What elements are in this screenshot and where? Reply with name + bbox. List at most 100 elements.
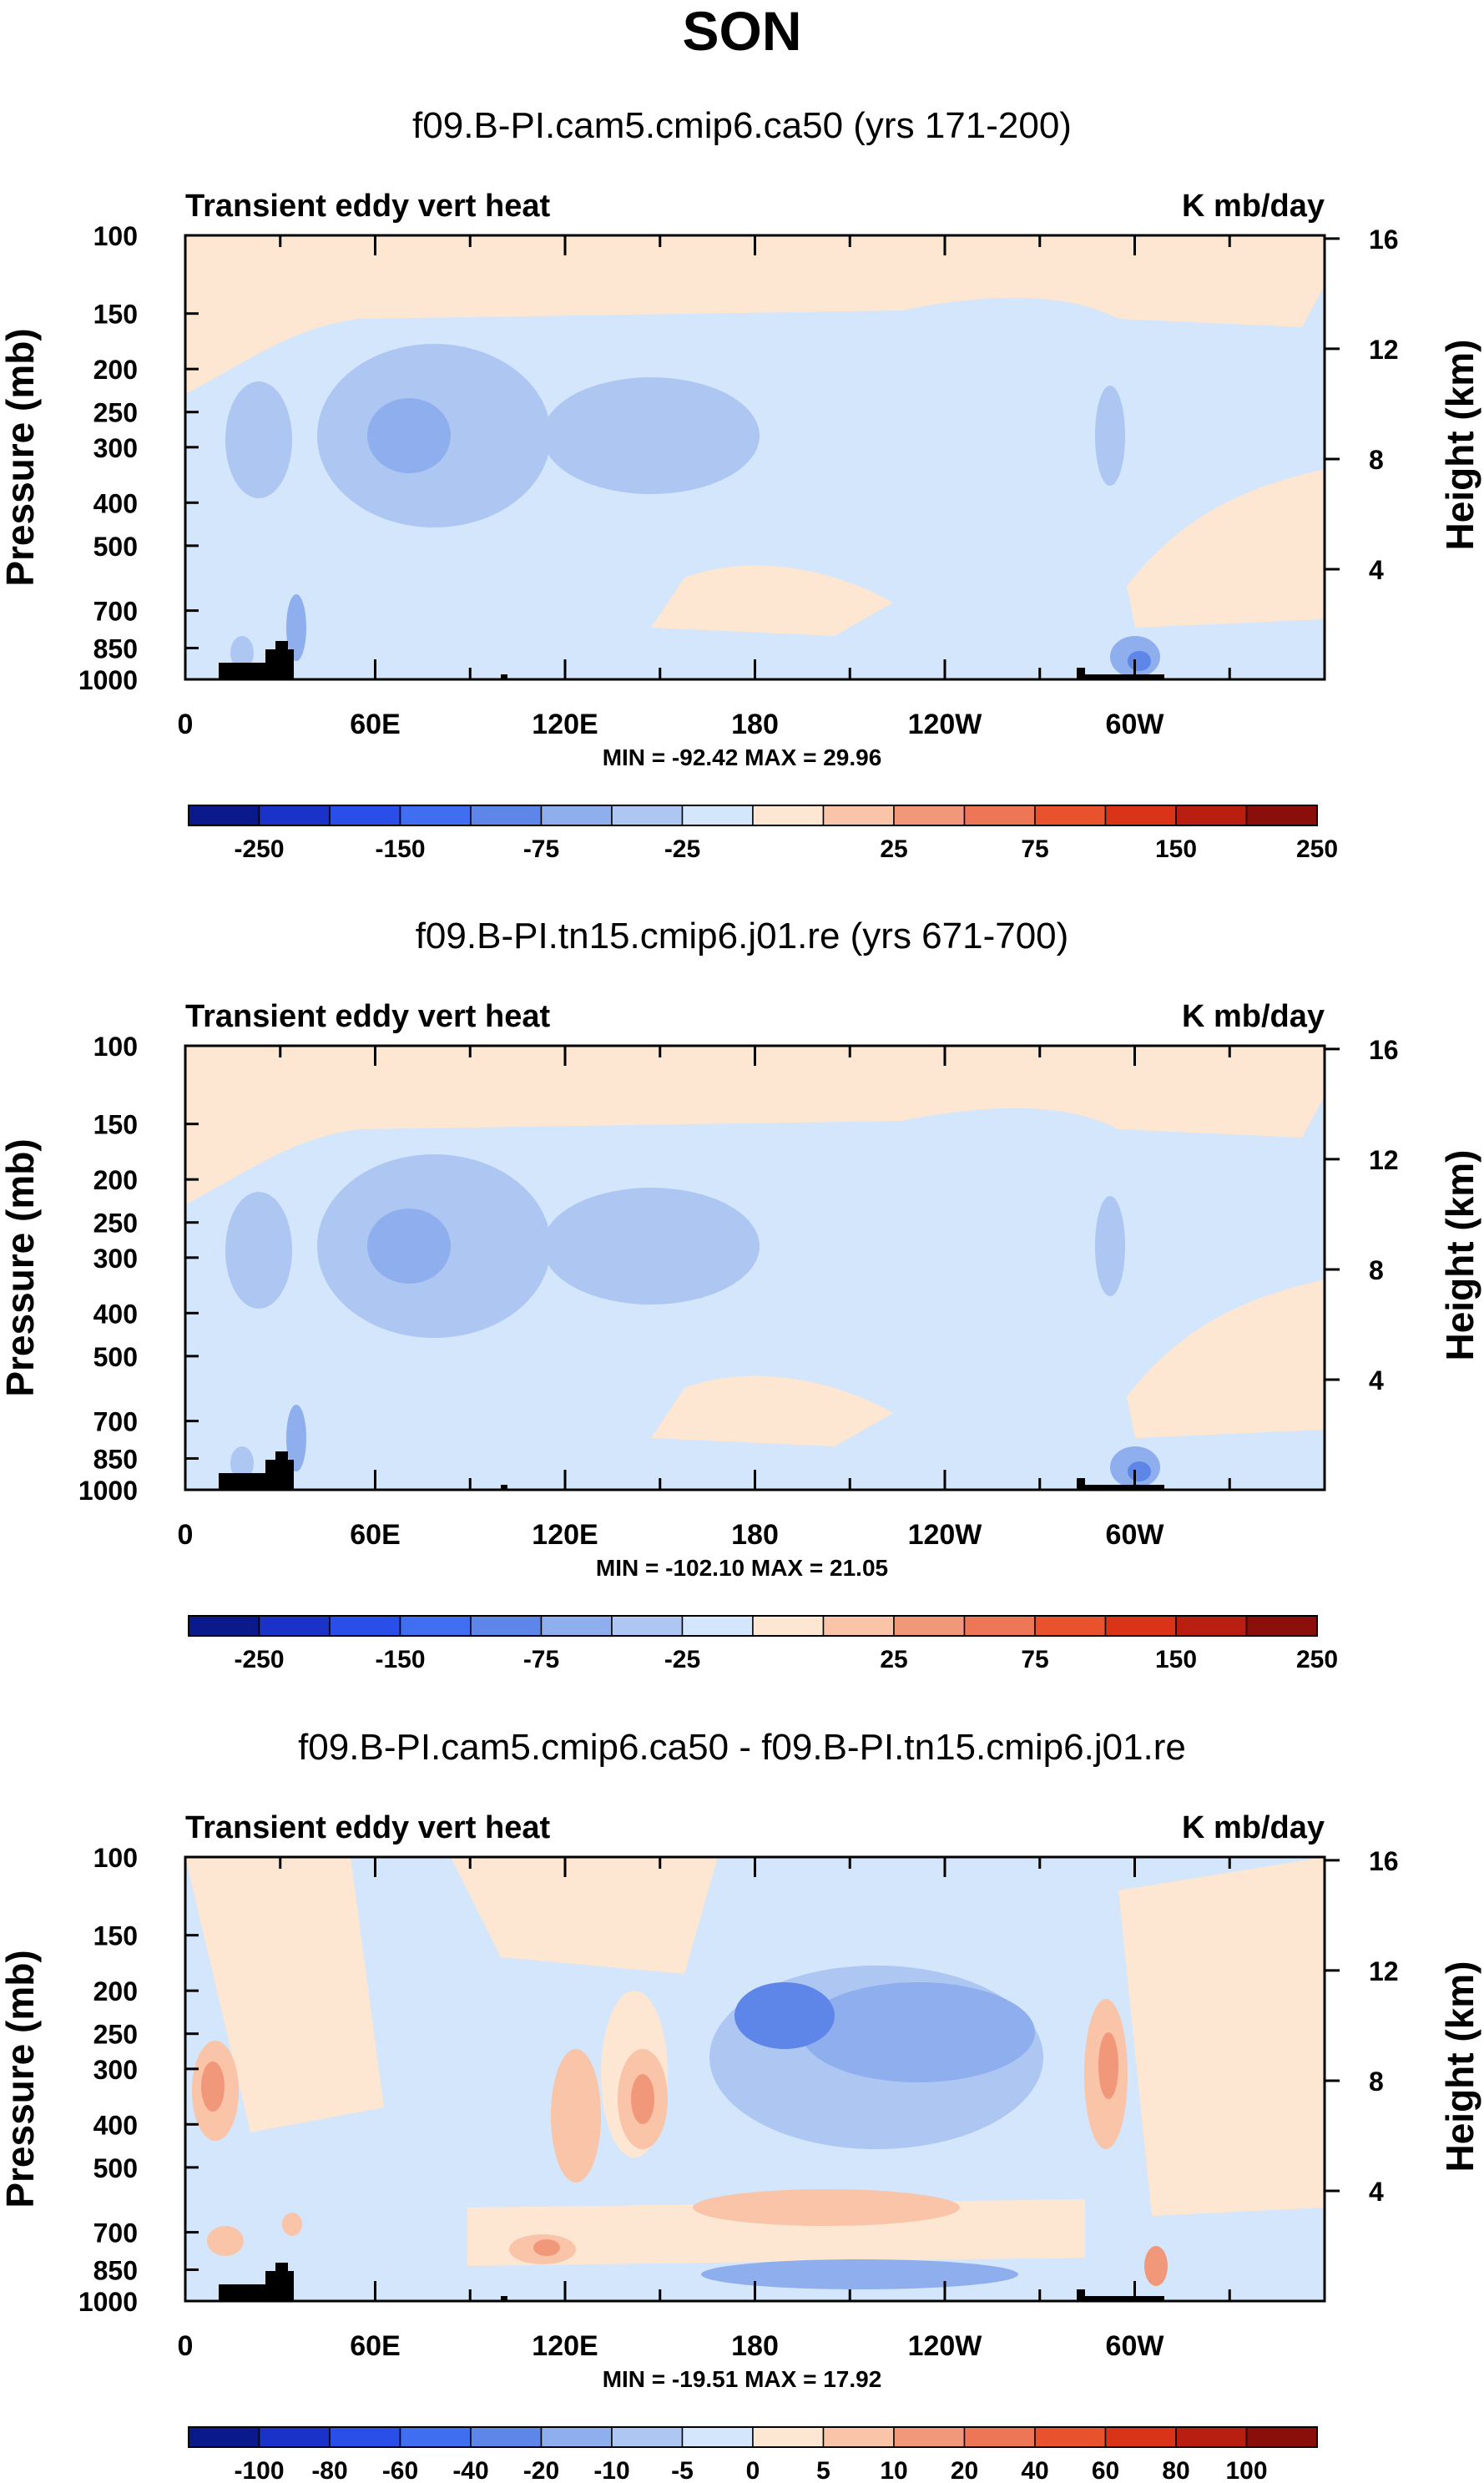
colorbar-swatch [1034, 805, 1107, 826]
y2-tick-label: 8 [1369, 1255, 1384, 1285]
colorbar-label: 5 [816, 2457, 830, 2483]
colorbar-swatch [611, 1615, 684, 1637]
contour-region [651, 1375, 893, 1446]
colorbar-label: 20 [951, 2457, 978, 2483]
colorbar-swatch [1034, 2426, 1107, 2448]
contour-region [693, 2189, 960, 2226]
topography [1077, 1478, 1085, 1490]
colorbar-swatch [188, 805, 260, 826]
contour-region [1127, 469, 1325, 628]
x-tick-label: 0 [178, 1519, 194, 1551]
colorbar-swatch [329, 805, 401, 826]
contour-region [1128, 651, 1151, 671]
colorbar-label: -5 [671, 2457, 694, 2483]
colorbar-label: -250 [234, 1646, 284, 1673]
topography [501, 674, 507, 679]
contour-region [1098, 2032, 1118, 2099]
colorbar-swatch [188, 1615, 260, 1637]
y-tick-label: 850 [93, 1444, 138, 1474]
y-tick-label: 1000 [78, 1476, 138, 1506]
contour-region [225, 1192, 292, 1309]
x-tick-label: 60W [1106, 2330, 1165, 2362]
panel-title: f09.B-PI.cam5.cmip6.ca50 (yrs 171-200) [412, 105, 1072, 146]
y-tick-label: 300 [93, 1244, 138, 1274]
contour-region [1095, 1196, 1125, 1296]
colorbar-label: -25 [664, 835, 700, 863]
colorbar-label: -75 [523, 835, 559, 863]
y-tick-label: 100 [93, 221, 138, 251]
colorbar-label: -10 [593, 2457, 629, 2483]
colorbar-swatch [540, 2426, 613, 2448]
units-label: K mb/day [1182, 1810, 1325, 1845]
colorbar-swatch [258, 2426, 331, 2448]
x-tick-label: 60E [350, 2330, 401, 2362]
colorbar-swatch [822, 805, 895, 826]
contour-region [551, 2049, 601, 2183]
colorbar-swatch [681, 805, 754, 826]
colorbar-swatch [893, 1615, 966, 1637]
y-tick-label: 250 [93, 2020, 138, 2050]
colorbar-swatch [893, 805, 966, 826]
colorbar-swatch [822, 2426, 895, 2448]
y2-axis-title: Height (km) [1438, 1150, 1481, 1361]
colorbar-label: -80 [311, 2457, 347, 2483]
topography [275, 2263, 288, 2301]
y-tick-label: 200 [93, 1976, 138, 2006]
y-tick-label: 500 [93, 2153, 138, 2183]
topography [1085, 1485, 1164, 1490]
colorbar-swatch [399, 2426, 472, 2448]
y-tick-label: 300 [93, 433, 138, 463]
land-mask [219, 641, 1164, 679]
land-mask [219, 1451, 1164, 1490]
x-tick-label: 180 [731, 2330, 779, 2362]
colorbar-swatch [681, 1615, 754, 1637]
y2-tick-label: 4 [1369, 1365, 1384, 1395]
x-tick-label: 120E [532, 709, 598, 740]
x-tick-label: 60E [350, 1519, 401, 1551]
colorbar-swatch [1175, 805, 1248, 826]
panel-2: f09.B-PI.tn15.cmip6.j01.re (yrs 671-700)… [0, 916, 1481, 1673]
y-tick-label: 500 [93, 1342, 138, 1372]
topography [219, 2291, 275, 2301]
colorbar-label: 80 [1162, 2457, 1189, 2483]
colorbar-swatch [681, 2426, 754, 2448]
y-tick-label: 200 [93, 355, 138, 385]
y-tick-label: 850 [93, 633, 138, 664]
y-tick-label: 150 [93, 1921, 138, 1951]
colorbar-swatch [540, 1615, 613, 1637]
topography [219, 1480, 275, 1490]
y-tick-label: 100 [93, 1843, 138, 1873]
colorbar-swatch [470, 805, 543, 826]
colorbar-swatch [329, 2426, 401, 2448]
colorbar-swatch [893, 2426, 966, 2448]
colorbar-swatch [470, 2426, 543, 2448]
y-tick-label: 500 [93, 532, 138, 562]
colorbar-frame [188, 805, 1318, 826]
colorbar-frame [188, 1615, 1318, 1637]
colorbar-swatch [258, 1615, 331, 1637]
colorbar-label: 150 [1155, 1646, 1197, 1673]
contour-region [201, 2062, 225, 2112]
x-tick-label: 120W [908, 709, 983, 740]
colorbar-label: -150 [375, 835, 425, 863]
colorbar-swatch [329, 1615, 401, 1637]
colorbar-label: 40 [1021, 2457, 1048, 2483]
colorbar-swatch [470, 1615, 543, 1637]
x-tick-label: 60W [1106, 1519, 1165, 1551]
colorbar-swatch [399, 1615, 472, 1637]
colorbar-swatch [611, 2426, 684, 2448]
contour-region [367, 398, 451, 473]
x-tick-label: 180 [731, 709, 779, 740]
y2-axis-title: Height (km) [1438, 1961, 1481, 2173]
y-tick-label: 400 [93, 1299, 138, 1329]
y-tick-label: 700 [93, 597, 138, 627]
panel-3: f09.B-PI.cam5.cmip6.ca50 - f09.B-PI.tn15… [0, 1727, 1481, 2483]
colorbar-swatch [1245, 805, 1318, 826]
y-tick-label: 700 [93, 2218, 138, 2248]
contour-region [543, 377, 760, 494]
y2-tick-label: 8 [1369, 445, 1384, 475]
colorbar-swatch [1104, 2426, 1177, 2448]
x-tick-label: 120E [532, 2330, 598, 2362]
y2-tick-label: 12 [1369, 335, 1399, 365]
